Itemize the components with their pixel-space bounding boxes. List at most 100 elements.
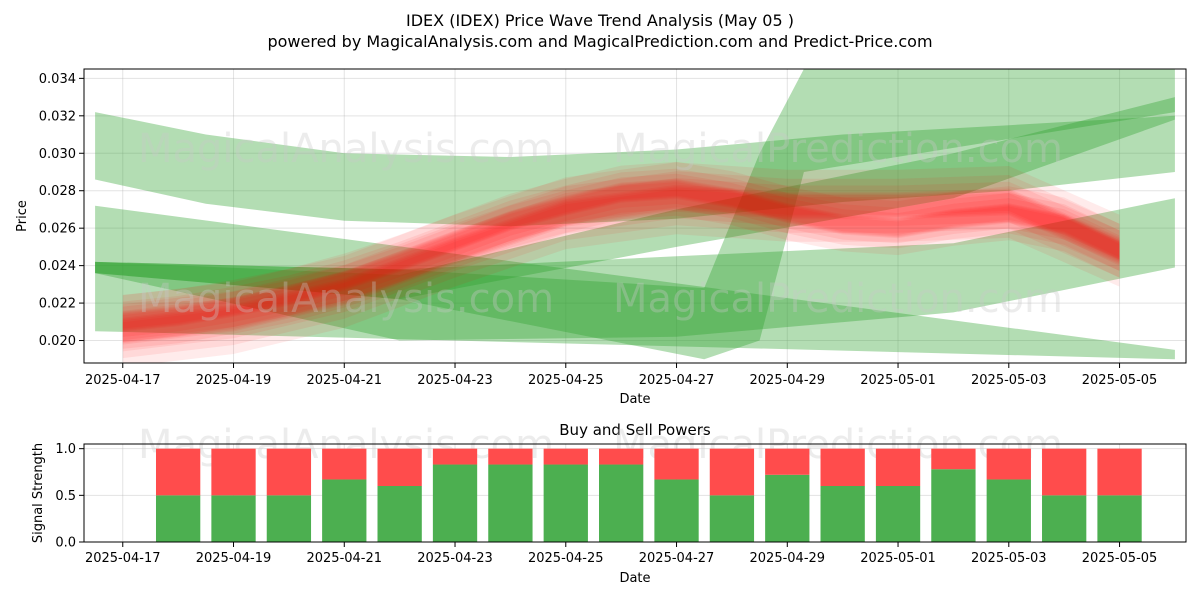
buy-bar	[709, 495, 755, 542]
sell-bar	[488, 448, 533, 465]
price-band-red-wave	[122, 182, 1120, 349]
sell-bar	[1097, 448, 1142, 496]
buy-bar	[1042, 495, 1087, 542]
buy-bar	[599, 464, 644, 542]
buy-sell-x-tick-label: 2025-04-17	[85, 551, 161, 566]
price-band-red-wave	[122, 178, 1120, 332]
price-band-red-wave-light	[122, 162, 1120, 341]
price-band-red-wave-light	[122, 189, 1120, 363]
price-band-red-wave-light	[122, 171, 1120, 342]
price-band-red-wave-light	[122, 178, 1120, 344]
buy-bar	[543, 464, 588, 542]
sell-bar	[654, 448, 699, 480]
buy-sell-x-tick-label: 2025-04-29	[750, 551, 826, 566]
buy-bar	[211, 495, 256, 542]
sell-bar	[211, 448, 256, 496]
sell-bar	[543, 448, 588, 465]
watermark-mid-left: MagicalAnalysis.com	[138, 276, 554, 322]
buy-sell-y-label: Signal Strength	[31, 443, 46, 543]
price-x-tick-label: 2025-04-19	[196, 373, 272, 388]
buy-bar	[765, 474, 810, 542]
buy-bar	[1097, 495, 1142, 542]
price-y-ticks: 0.020 0.022 0.024 0.026 0.028 0.030 0.032 0.034	[39, 72, 84, 349]
price-y-tick-label: 0.022	[39, 297, 76, 312]
sell-bar	[599, 448, 644, 465]
buy-bar	[875, 486, 921, 542]
price-band-red-wave-light	[122, 186, 1120, 352]
sell-bar	[765, 448, 810, 475]
trend-band-upper-curved-band	[95, 112, 1175, 227]
price-x-tick-label: 2025-05-01	[860, 373, 936, 388]
trend-band-rising-band	[95, 97, 1175, 300]
buy-sell-x-tick-label: 2025-04-25	[528, 551, 604, 566]
sell-bar	[986, 448, 1031, 480]
buy-sell-x-tick-label: 2025-05-01	[860, 551, 936, 566]
price-band-red-wave-light	[122, 187, 1120, 359]
buy-bar	[654, 479, 699, 542]
price-y-label: Price	[15, 200, 30, 232]
buy-sell-chart: Buy and Sell Powers MagicalAnalysis.com …	[31, 421, 1187, 586]
price-x-tick-label: 2025-05-05	[1082, 373, 1158, 388]
buy-sell-y-tick-label: 1.0	[55, 442, 76, 457]
price-y-tick-label: 0.032	[39, 109, 76, 124]
sell-bar	[432, 448, 478, 465]
sell-bar	[377, 448, 422, 486]
chart-subtitle: powered by MagicalAnalysis.com and Magic…	[267, 32, 932, 51]
buy-sell-x-tick-label: 2025-05-03	[971, 551, 1047, 566]
trend-band-flat-lower-band	[95, 198, 1175, 341]
buy-sell-y-ticks: 0.0 0.5 1.0	[55, 442, 84, 551]
price-band-red-wave	[122, 180, 1120, 342]
buy-sell-title: Buy and Sell Powers	[559, 421, 711, 439]
buy-sell-x-tick-label: 2025-05-05	[1082, 551, 1158, 566]
price-chart: MagicalAnalysis.com MagicalPrediction.co…	[15, 68, 1187, 407]
buy-bar	[266, 495, 312, 542]
buy-sell-axes-frame	[83, 443, 1187, 543]
price-x-tick-label: 2025-04-27	[639, 373, 715, 388]
buy-sell-y-tick-label: 0.0	[55, 536, 76, 551]
buy-bar	[377, 486, 422, 542]
buy-bar	[488, 464, 533, 542]
sell-bar	[155, 448, 201, 496]
sell-bar	[875, 448, 921, 486]
buy-sell-x-label: Date	[619, 571, 650, 586]
price-x-tick-label: 2025-04-17	[85, 373, 161, 388]
buy-sell-bars	[155, 448, 1142, 542]
buy-bar	[322, 479, 367, 542]
buy-bar	[432, 464, 478, 542]
price-x-tick-label: 2025-04-21	[306, 373, 382, 388]
price-y-tick-label: 0.026	[39, 222, 76, 237]
price-y-tick-label: 0.024	[39, 259, 76, 274]
watermark-top-right: MagicalPrediction.com	[613, 126, 1063, 172]
sell-bar	[709, 448, 755, 496]
price-bands	[95, 69, 1175, 363]
price-axes-frame	[83, 68, 1187, 364]
trend-band-step-band	[95, 69, 1175, 360]
price-band-red-wave	[122, 161, 1120, 329]
watermark-mid-right: MagicalPrediction.com	[613, 276, 1063, 322]
price-x-label: Date	[619, 392, 650, 407]
price-band-red-wave-light	[122, 184, 1120, 345]
sell-bar	[322, 448, 367, 480]
chart-title: IDEX (IDEX) Price Wave Trend Analysis (M…	[406, 11, 794, 30]
buy-bar	[931, 469, 976, 542]
price-x-tick-label: 2025-04-25	[528, 373, 604, 388]
buy-sell-x-ticks: 2025-04-17 2025-04-19 2025-04-21 2025-04-23…	[85, 542, 1157, 566]
price-x-tick-label: 2025-04-29	[750, 373, 826, 388]
price-y-tick-label: 0.034	[39, 72, 76, 87]
buy-bar	[155, 495, 201, 542]
price-y-tick-label: 0.020	[39, 334, 76, 349]
price-band-red-wave	[122, 168, 1120, 330]
buy-bar	[986, 479, 1031, 542]
buy-sell-y-tick-label: 0.5	[55, 489, 76, 504]
price-y-tick-label: 0.030	[39, 147, 76, 162]
price-grid	[84, 69, 1186, 363]
sell-bar	[266, 448, 312, 496]
watermark-top-left: MagicalAnalysis.com	[138, 126, 554, 172]
buy-bar	[820, 486, 865, 542]
trend-band-descending-band	[95, 205, 1175, 360]
price-x-tick-label: 2025-04-23	[417, 373, 493, 388]
sell-bar	[1042, 448, 1087, 496]
price-band-red-wave	[122, 179, 1120, 337]
sell-bar	[931, 448, 976, 470]
